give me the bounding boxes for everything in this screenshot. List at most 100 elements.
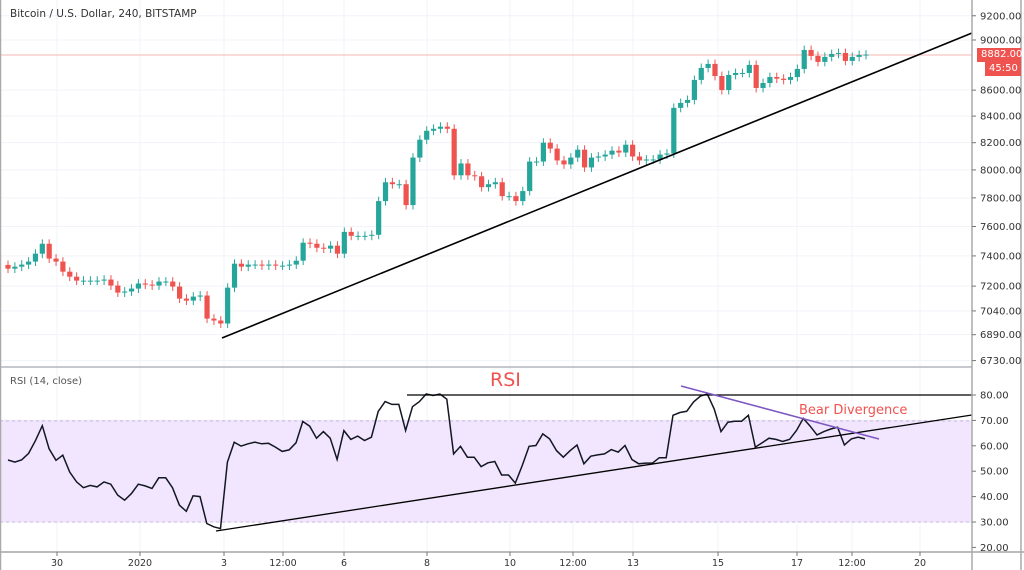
candle-body	[376, 201, 382, 235]
candle-body	[650, 159, 656, 161]
candle-body	[163, 281, 169, 283]
rsi-axis[interactable]: 80.00 70.00 60.00 50.00 40.00 30.00 20.00	[972, 391, 1009, 554]
price-tick-label: 7400.00	[980, 251, 1021, 262]
time-axis[interactable]: 30 2020 3 12:00 6 8 10 12:00 13 15 17 12:00 20	[51, 552, 926, 569]
candle	[492, 177, 498, 189]
candle	[609, 146, 615, 160]
candle	[787, 72, 794, 85]
candle	[794, 64, 800, 82]
candle-body	[46, 243, 52, 259]
candle-body	[774, 77, 780, 79]
candle	[252, 260, 258, 270]
candle	[513, 191, 519, 206]
candle	[128, 284, 135, 296]
candle	[636, 152, 643, 165]
time-tick-label: 6	[341, 558, 347, 569]
candle	[835, 48, 842, 59]
candle-body	[39, 243, 45, 254]
candle-body	[540, 142, 546, 162]
candle-body	[492, 182, 498, 185]
candle	[595, 152, 601, 162]
candle	[520, 186, 526, 206]
candle-body	[231, 263, 238, 288]
rsi-tick-label: 60.00	[980, 441, 1009, 452]
candle-body	[732, 72, 739, 75]
candle	[403, 179, 409, 210]
candles	[5, 45, 869, 328]
price-axis[interactable]: 9200.00 9000.00 8600.00 8400.00 8200.00 8000.…	[972, 11, 1021, 367]
candle	[328, 241, 334, 254]
last-price-tag: 8882.00	[977, 48, 1022, 62]
candle	[472, 170, 478, 181]
candle	[355, 231, 361, 241]
candle	[286, 260, 293, 271]
candle	[630, 140, 636, 161]
candle-body	[657, 154, 663, 160]
candle	[657, 150, 663, 164]
rsi-support-trendline[interactable]	[215, 414, 973, 532]
candle	[32, 249, 39, 267]
candle-body	[527, 161, 533, 192]
candle	[479, 171, 485, 192]
candle-body	[293, 260, 299, 265]
candle-body	[479, 176, 485, 188]
candle	[25, 257, 32, 270]
candle	[726, 70, 732, 95]
candle	[808, 45, 814, 61]
candle	[705, 59, 711, 73]
candle-body	[307, 242, 313, 244]
candle-body	[80, 280, 87, 282]
candle	[698, 63, 704, 85]
candle-body	[252, 264, 258, 266]
candle	[197, 291, 203, 302]
candle	[67, 267, 73, 282]
candle	[218, 316, 224, 328]
candle-body	[712, 63, 718, 76]
candle-body	[32, 253, 39, 262]
candle	[568, 153, 574, 169]
candle	[170, 277, 176, 292]
chart-title: Bitcoin / U.S. Dollar, 240, BITSTAMP	[10, 8, 197, 20]
candle	[183, 294, 190, 306]
candle-body	[142, 283, 148, 285]
candle-body	[575, 149, 581, 158]
candle	[307, 238, 313, 249]
candle-body	[533, 161, 540, 163]
candle	[341, 227, 347, 259]
price-tick-label: 9000.00	[980, 36, 1021, 47]
time-tick-label: 20	[914, 558, 926, 569]
candle	[719, 71, 725, 95]
candle	[87, 276, 93, 286]
candle-body	[849, 56, 855, 61]
candle-body	[787, 77, 794, 80]
candle	[362, 231, 368, 241]
candle	[643, 155, 649, 165]
candle-body	[369, 234, 375, 236]
candle-body	[115, 285, 121, 293]
candle	[122, 287, 128, 298]
bear-divergence-line[interactable]	[680, 385, 880, 440]
candle	[781, 74, 787, 85]
price-tick-label: 8000.00	[980, 165, 1021, 176]
time-tick-label: 10	[504, 558, 516, 569]
candle	[163, 277, 169, 286]
candle-body	[451, 128, 457, 176]
candle-body	[739, 72, 746, 74]
rsi-tick-label: 50.00	[980, 467, 1009, 478]
candle	[732, 68, 739, 80]
candle	[382, 177, 389, 206]
candle-body	[616, 150, 622, 153]
price-tick-label: 7800.00	[980, 193, 1021, 204]
candle	[245, 260, 251, 272]
candle-body	[808, 49, 814, 56]
candle-body	[643, 159, 649, 161]
candle-body	[87, 280, 93, 282]
time-tick-label: 12:00	[269, 558, 296, 569]
rsi-tick-label: 80.00	[980, 391, 1009, 402]
candle-body	[238, 263, 244, 267]
price-support-trendline[interactable]	[221, 32, 973, 339]
candle	[279, 261, 286, 271]
candle	[822, 52, 828, 67]
price-tick-label: 8400.00	[980, 112, 1021, 123]
